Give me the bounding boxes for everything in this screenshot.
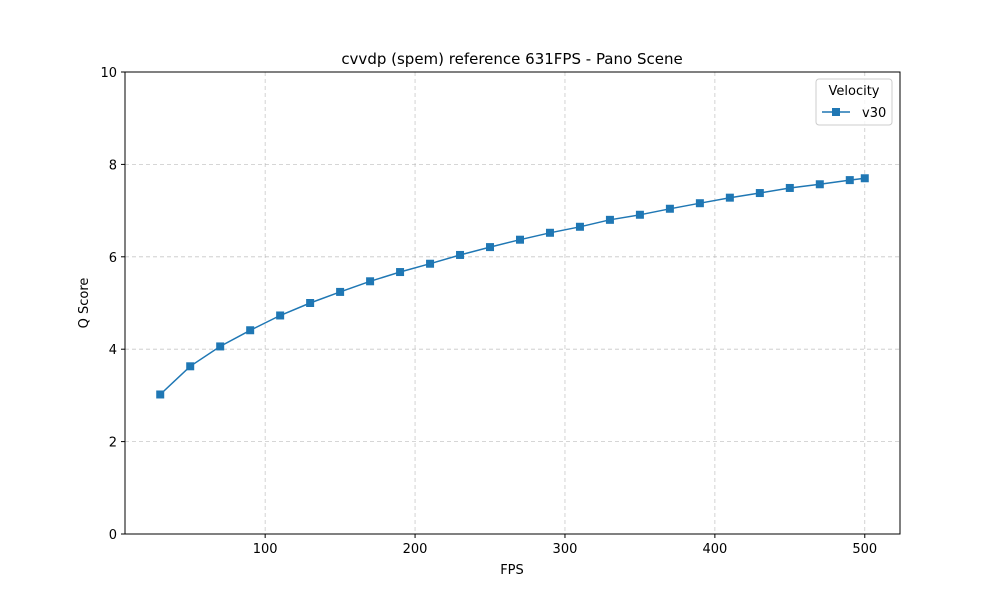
data-point <box>860 174 869 183</box>
x-tick-label: 500 <box>852 542 877 557</box>
axis-ticks: 100 200 300 400 500 0 2 4 6 8 10 <box>100 66 877 557</box>
data-point <box>695 199 704 208</box>
plot-frame <box>124 71 901 535</box>
x-axis-label: FPS <box>500 563 524 578</box>
data-point <box>785 183 794 192</box>
grid <box>125 72 900 534</box>
data-point <box>396 268 405 277</box>
data-point <box>815 180 824 189</box>
data-point <box>246 326 255 335</box>
data-point <box>635 210 644 219</box>
data-point <box>276 311 285 320</box>
data-point <box>456 250 465 259</box>
data-point <box>336 287 345 296</box>
data-point <box>366 277 375 286</box>
data-point <box>575 222 584 231</box>
data-point <box>426 259 435 268</box>
data-point <box>216 342 225 351</box>
data-point <box>156 390 165 399</box>
data-point <box>515 235 524 244</box>
data-point <box>186 362 195 371</box>
data-point <box>605 215 614 224</box>
y-tick-label: 10 <box>100 66 117 81</box>
data-point <box>306 299 315 307</box>
plot-series <box>156 174 869 399</box>
y-tick-label: 6 <box>109 251 117 266</box>
legend-label-v30: v30 <box>862 106 886 121</box>
x-tick-label: 400 <box>702 542 727 557</box>
x-tick-label: 100 <box>253 542 278 557</box>
y-axis-label: Q Score <box>77 278 92 329</box>
chart-title: cvvdp (spem) reference 631FPS - Pano Sce… <box>341 50 682 68</box>
legend-marker-v30 <box>832 108 840 116</box>
legend: Velocity v30 <box>815 78 893 126</box>
data-point <box>725 193 734 202</box>
data-point <box>486 243 495 252</box>
x-tick-label: 200 <box>403 542 428 557</box>
y-tick-label: 4 <box>109 343 117 358</box>
x-tick-label: 300 <box>553 542 578 557</box>
data-point <box>545 228 554 237</box>
data-point <box>665 204 674 213</box>
data-point <box>755 189 764 198</box>
y-tick-label: 8 <box>109 158 117 173</box>
legend-title: Velocity <box>829 84 880 99</box>
data-point <box>845 176 854 185</box>
y-tick-label: 0 <box>109 528 117 543</box>
y-tick-label: 2 <box>109 436 117 451</box>
